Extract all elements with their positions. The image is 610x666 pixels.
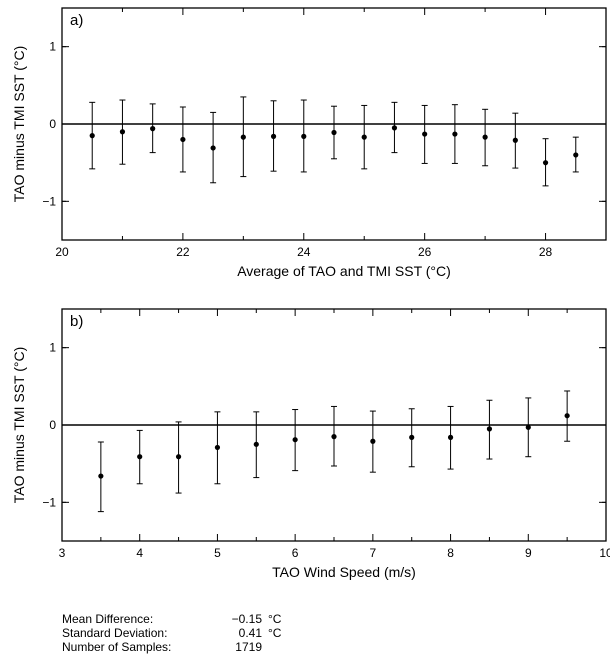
stats-row-samples: Number of Samples: 1719 xyxy=(62,640,281,654)
stats-value: 0.41 xyxy=(238,626,262,640)
data-point xyxy=(137,454,143,460)
data-point xyxy=(89,133,95,139)
stats-label: Mean Difference: xyxy=(62,612,154,626)
data-point xyxy=(301,133,307,139)
y-axis-title: TAO minus TMI SST (°C) xyxy=(11,347,27,504)
x-tick-label: 3 xyxy=(59,546,66,560)
y-tick-label: 0 xyxy=(49,117,56,131)
chart-panel-a: 20 22 24 26 28 −1 0 1 a) Average of TAO and TMI S… xyxy=(11,7,607,279)
data-point xyxy=(331,129,337,136)
summary-statistics: Mean Difference: −0.15 °C Standard Devia… xyxy=(62,612,281,654)
x-tick-label: 28 xyxy=(539,245,553,259)
data-point xyxy=(210,145,216,151)
data-point xyxy=(119,129,126,135)
data-point xyxy=(240,134,246,140)
data-point xyxy=(253,441,259,447)
data-point xyxy=(452,131,458,137)
x-tick-label: 22 xyxy=(176,245,190,259)
data-point xyxy=(214,444,221,451)
y-tick-label: −1 xyxy=(42,495,56,509)
stats-label: Standard Deviation: xyxy=(62,626,168,640)
y-tick-label: −1 xyxy=(42,194,56,208)
panel-label: b) xyxy=(70,313,83,330)
data-point xyxy=(175,454,182,460)
x-tick-label: 8 xyxy=(447,546,454,560)
stats-value: 1719 xyxy=(235,640,262,654)
data-point xyxy=(542,160,549,166)
stats-label: Number of Samples: xyxy=(62,640,172,654)
stats-unit xyxy=(262,640,268,654)
x-tick-label: 9 xyxy=(525,546,532,560)
stats-unit: °C xyxy=(268,626,282,640)
x-tick-label: 26 xyxy=(418,245,432,259)
y-tick-label: 1 xyxy=(49,40,56,54)
x-axis-title: Average of TAO and TMI SST (°C) xyxy=(237,263,451,279)
data-point xyxy=(525,424,531,430)
data-point xyxy=(361,134,367,140)
data-point xyxy=(447,434,454,440)
data-point xyxy=(370,438,376,444)
x-tick-label: 6 xyxy=(292,546,299,560)
x-tick-label: 10 xyxy=(599,546,610,560)
data-point xyxy=(409,434,415,440)
y-axis-title: TAO minus TMI SST (°C) xyxy=(11,46,27,203)
data-point xyxy=(98,473,104,479)
panel-label: a) xyxy=(70,12,83,29)
x-tick-label: 7 xyxy=(370,546,377,560)
data-point xyxy=(391,125,398,131)
data-point xyxy=(270,133,277,139)
data-point xyxy=(482,134,488,140)
data-point xyxy=(573,152,579,158)
data-point xyxy=(512,137,518,143)
y-tick-label: 0 xyxy=(49,418,56,432)
data-point xyxy=(331,434,337,440)
chart-panel-b: 3 4 5 6 7 8 9 10 −1 0 1 b) TAO Wind Speed (m/s) TAO m… xyxy=(11,308,610,580)
data-point xyxy=(422,131,428,137)
x-tick-label: 24 xyxy=(297,245,311,259)
data-point xyxy=(150,126,156,132)
data-point xyxy=(486,426,493,432)
data-point xyxy=(292,437,298,443)
data-point xyxy=(564,413,570,419)
data-point xyxy=(180,136,186,143)
y-tick-label: 1 xyxy=(49,341,56,355)
stats-value: −0.15 xyxy=(231,612,262,626)
x-tick-label: 20 xyxy=(55,245,69,259)
stats-row-mean: Mean Difference: −0.15 °C xyxy=(62,612,281,626)
x-tick-label: 4 xyxy=(136,546,143,560)
x-axis-title: TAO Wind Speed (m/s) xyxy=(272,564,416,580)
stats-row-std: Standard Deviation: 0.41 °C xyxy=(62,626,281,640)
stats-unit: °C xyxy=(268,612,282,626)
x-tick-label: 5 xyxy=(214,546,221,560)
